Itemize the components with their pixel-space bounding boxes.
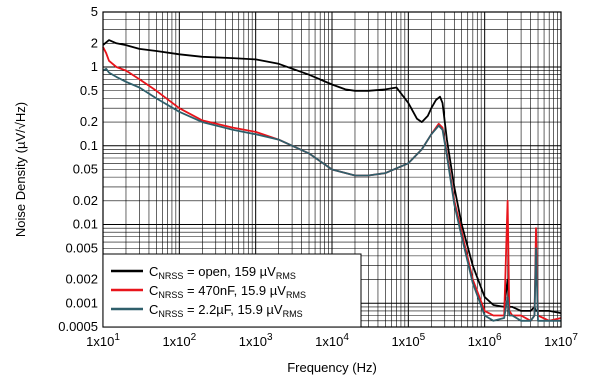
x-tick-label: 1x103 (239, 332, 273, 349)
y-tick-label: 0.2 (80, 114, 98, 129)
y-tick-label: 2 (91, 35, 98, 50)
y-tick-label: 0.5 (80, 83, 98, 98)
y-tick-labels: 5 2 1 0.5 0.2 0.1 0.05 0.02 0.01 0.005 0.002 0.001 0… (58, 4, 98, 334)
y-tick-label: 0.002 (65, 272, 98, 287)
legend-box (102, 253, 362, 328)
x-tick-labels: 1x101 1x102 1x103 1x104 1x105 1x106 1x107 (86, 332, 578, 349)
x-tick-label: 1x104 (315, 332, 349, 349)
x-tick-label: 1x101 (86, 332, 120, 349)
series-lines (102, 39, 562, 322)
x-tick-label: 1x107 (544, 332, 578, 349)
y-tick-label: 5 (91, 4, 98, 19)
y-tick-label: 1 (91, 59, 98, 74)
y-tick-label: 0.005 (65, 240, 98, 255)
x-tick-label: 1x102 (162, 332, 196, 349)
legend: CNRSS = open, 159 µVRMS CNRSS = 470nF, 15… (102, 253, 362, 328)
y-tick-label: 0.1 (80, 138, 98, 153)
legend-label-1: CNRSS = open, 159 µVRMS (149, 264, 296, 281)
y-tick-label: 0.0005 (58, 319, 98, 334)
x-tick-label: 1x105 (391, 332, 425, 349)
legend-label-3: CNRSS = 2.2µF, 15.9 µVRMS (149, 302, 303, 319)
x-tick-label: 1x106 (468, 332, 502, 349)
legend-label-2: CNRSS = 470nF, 15.9 µVRMS (149, 283, 306, 300)
y-tick-label: 0.05 (73, 162, 98, 177)
x-axis-title: Frequency (Hz) (287, 360, 377, 375)
y-axis-title: Noise Density (µV/√Hz) (13, 102, 28, 237)
y-tick-label: 0.001 (65, 295, 98, 310)
series-line-3 (102, 67, 561, 322)
y-tick-label: 0.01 (73, 217, 98, 232)
series-line-1 (102, 39, 562, 314)
y-tick-label: 0.02 (73, 193, 98, 208)
